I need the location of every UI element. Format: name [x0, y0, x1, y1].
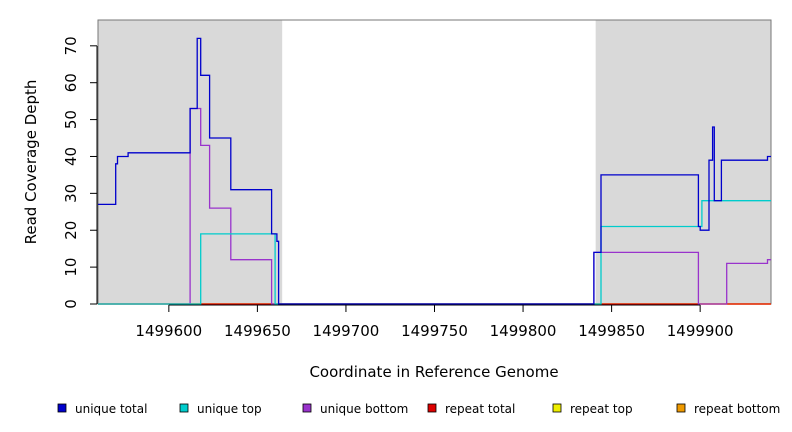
legend-item-unique-bottom: unique bottom — [302, 402, 408, 416]
legend-item-repeat-bottom: repeat bottom — [676, 402, 780, 416]
y-tick-label: 40 — [62, 147, 80, 166]
y-tick-label: 60 — [62, 73, 80, 92]
y-tick-label: 10 — [62, 258, 80, 277]
x-axis: 1499600 1499650 1499700 1499750 1499800 14998… — [135, 304, 734, 340]
y-tick-label: 20 — [62, 221, 80, 240]
legend: unique total unique top unique bottom repea… — [57, 402, 780, 416]
legend-swatch — [179, 403, 189, 413]
y-tick-label: 30 — [62, 184, 80, 203]
legend-item-unique-top: unique top — [179, 402, 262, 416]
y-tick-label: 0 — [62, 299, 80, 309]
legend-label: repeat top — [570, 402, 633, 416]
legend-swatch — [552, 403, 562, 413]
y-tick-label: 50 — [62, 110, 80, 129]
x-tick-label: 1499750 — [401, 322, 468, 340]
series-line-unique-bottom — [98, 107, 771, 305]
y-axis: 0 10 20 30 40 50 60 70 — [62, 36, 98, 309]
legend-label: repeat total — [445, 402, 515, 416]
legend-label: unique bottom — [320, 402, 408, 416]
x-tick-label: 1499900 — [667, 322, 734, 340]
legend-label: unique total — [75, 402, 147, 416]
legend-swatch — [57, 403, 67, 413]
legend-label: repeat bottom — [694, 402, 780, 416]
legend-swatch — [676, 403, 686, 413]
x-tick-label: 1499650 — [224, 322, 291, 340]
x-tick-label: 1499700 — [313, 322, 380, 340]
legend-item-repeat-total: repeat total — [427, 402, 515, 416]
y-axis-title: Read Coverage Depth — [22, 80, 40, 245]
shaded-region-1 — [595, 20, 771, 304]
series-lines — [98, 37, 771, 305]
legend-swatch — [427, 403, 437, 413]
legend-item-repeat-top: repeat top — [552, 402, 633, 416]
y-tick-label: 70 — [62, 36, 80, 55]
legend-swatch — [302, 403, 312, 413]
legend-label: unique top — [197, 402, 262, 416]
x-tick-label: 1499800 — [490, 322, 557, 340]
x-axis-title: Coordinate in Reference Genome — [309, 363, 558, 381]
x-tick-label: 1499850 — [578, 322, 645, 340]
legend-item-unique-total: unique total — [57, 402, 147, 416]
x-tick-label: 1499600 — [135, 322, 202, 340]
series-line-unique-total — [98, 37, 771, 305]
shaded-regions — [98, 20, 771, 304]
